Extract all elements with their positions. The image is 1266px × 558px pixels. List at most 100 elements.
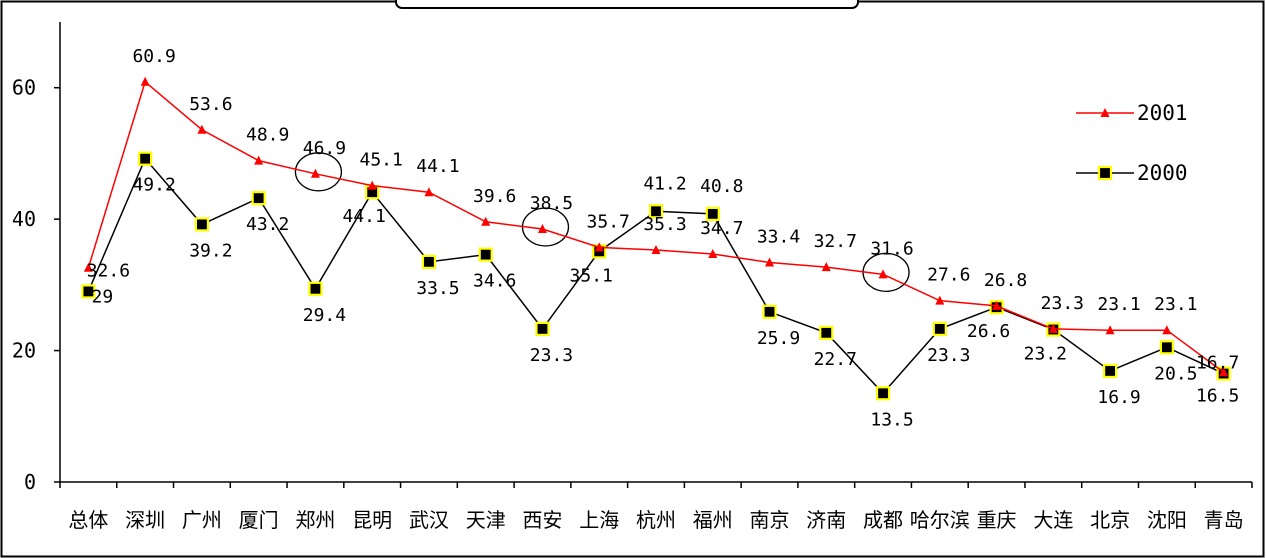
data-point-2001: [708, 248, 718, 258]
x-category-label: 深圳: [125, 508, 165, 532]
data-label-2000: 29: [92, 286, 114, 307]
data-label-2001: 35.3: [643, 214, 686, 235]
x-category-label: 南京: [750, 508, 790, 532]
data-label-2000: 40.8: [700, 176, 743, 197]
data-label-2001: 33.4: [757, 227, 800, 248]
data-point-2000: [308, 281, 323, 296]
x-category-label: 大连: [1033, 508, 1073, 532]
data-point-2000: [535, 321, 550, 336]
chart-title-box: [395, 0, 859, 9]
data-point-2001: [1105, 325, 1115, 335]
y-tick-label: 40: [12, 207, 36, 231]
data-label-2001: 38.5: [530, 193, 573, 214]
data-point-2000: [1159, 340, 1174, 355]
x-category-label: 北京: [1090, 508, 1130, 532]
data-point-2001: [1219, 367, 1229, 377]
x-category-label: 郑州: [295, 508, 335, 532]
y-tick-label: 60: [12, 76, 36, 100]
data-point-2001: [537, 224, 547, 233]
x-category-label: 总体: [68, 508, 108, 532]
data-label-2001: 48.9: [246, 125, 289, 146]
data-point-2001: [821, 262, 831, 272]
data-point-2000: [705, 206, 720, 221]
legend-marker-2000: [1097, 165, 1113, 181]
data-label-2001: 46.9: [303, 138, 346, 159]
data-label-2001: 53.6: [189, 94, 232, 115]
data-point-2000: [138, 151, 153, 166]
data-point-2001: [310, 168, 320, 178]
data-label-2000: 23.3: [530, 345, 573, 366]
data-point-2000: [478, 247, 493, 262]
data-point-2000: [194, 217, 210, 232]
data-label-2000: 22.7: [814, 349, 857, 370]
data-label-2001: 35.7: [587, 211, 630, 232]
data-point-2001: [424, 187, 434, 197]
data-label-2000: 20.5: [1154, 363, 1197, 384]
x-category-label: 天津: [466, 508, 506, 532]
data-point-2001: [992, 300, 1002, 310]
data-label-2000: 25.9: [757, 328, 800, 349]
x-category-label: 沈阳: [1147, 508, 1187, 532]
data-point-2001: [1048, 323, 1058, 333]
x-category-label: 青岛: [1204, 508, 1244, 532]
data-point-2000: [1102, 363, 1118, 379]
x-category-label: 昆明: [352, 508, 392, 532]
data-label-2000: 41.2: [643, 173, 686, 194]
data-point-2001: [765, 257, 775, 267]
data-point-2001: [197, 124, 207, 134]
data-label-2000: 29.4: [303, 305, 346, 326]
data-point-2000: [421, 254, 437, 269]
data-label-2001: 44.1: [416, 156, 459, 177]
data-label-2000: 13.5: [870, 409, 913, 430]
x-category-label: 杭州: [636, 508, 676, 532]
data-point-2001: [481, 216, 491, 226]
data-label-2001: 16.7: [1196, 352, 1239, 373]
data-label-2001: 32.7: [814, 231, 857, 252]
data-label-2001: 23.3: [1041, 293, 1084, 314]
data-point-2001: [140, 76, 150, 86]
x-category-label: 济南: [806, 508, 846, 532]
data-point-2000: [648, 204, 664, 219]
legend-label-2001: 2001: [1137, 101, 1188, 125]
x-category-label: 广州: [182, 508, 222, 532]
x-category-label: 厦门: [239, 508, 279, 532]
data-point-2000: [81, 284, 96, 299]
data-point-2000: [251, 191, 266, 206]
x-category-label: 武汉: [409, 508, 449, 532]
data-label-2001: 39.6: [473, 186, 516, 207]
data-label-2000: 35.1: [570, 265, 613, 286]
data-point-2000: [932, 321, 947, 336]
data-point-2001: [367, 180, 377, 190]
data-label-2001: 23.1: [1097, 294, 1140, 315]
data-label-2000: 23.3: [927, 345, 970, 366]
x-category-label: 福州: [693, 508, 733, 532]
data-label-2001: 27.6: [927, 265, 970, 286]
data-point-2000: [875, 386, 891, 401]
x-category-label: 西安: [522, 508, 562, 532]
data-point-2001: [935, 295, 945, 305]
data-label-2001: 34.7: [700, 218, 743, 239]
data-label-2000: 33.5: [416, 278, 459, 299]
data-label-2000: 43.2: [246, 214, 289, 235]
data-point-2001: [651, 245, 661, 255]
x-category-label: 成都: [863, 508, 903, 532]
data-label-2000: 39.2: [189, 240, 232, 261]
data-point-2001: [83, 262, 93, 272]
data-label-2001: 32.6: [87, 260, 130, 281]
data-label-2000: 49.2: [132, 175, 175, 196]
data-label-2001: 60.9: [132, 46, 175, 67]
y-tick-label: 0: [24, 470, 36, 494]
data-point-2001: [878, 269, 888, 279]
data-label-2001: 31.6: [870, 238, 913, 259]
data-point-2001: [1162, 325, 1172, 335]
x-category-label: 重庆: [977, 508, 1017, 532]
data-label-2000: 16.5: [1196, 386, 1239, 407]
data-point-2001: [254, 155, 264, 165]
legend-label-2000: 2000: [1137, 161, 1188, 185]
data-point-2001: [594, 242, 604, 252]
data-label-2001: 23.1: [1154, 294, 1197, 315]
data-label-2001: 45.1: [360, 150, 403, 171]
legend-marker-2001: [1100, 108, 1110, 117]
